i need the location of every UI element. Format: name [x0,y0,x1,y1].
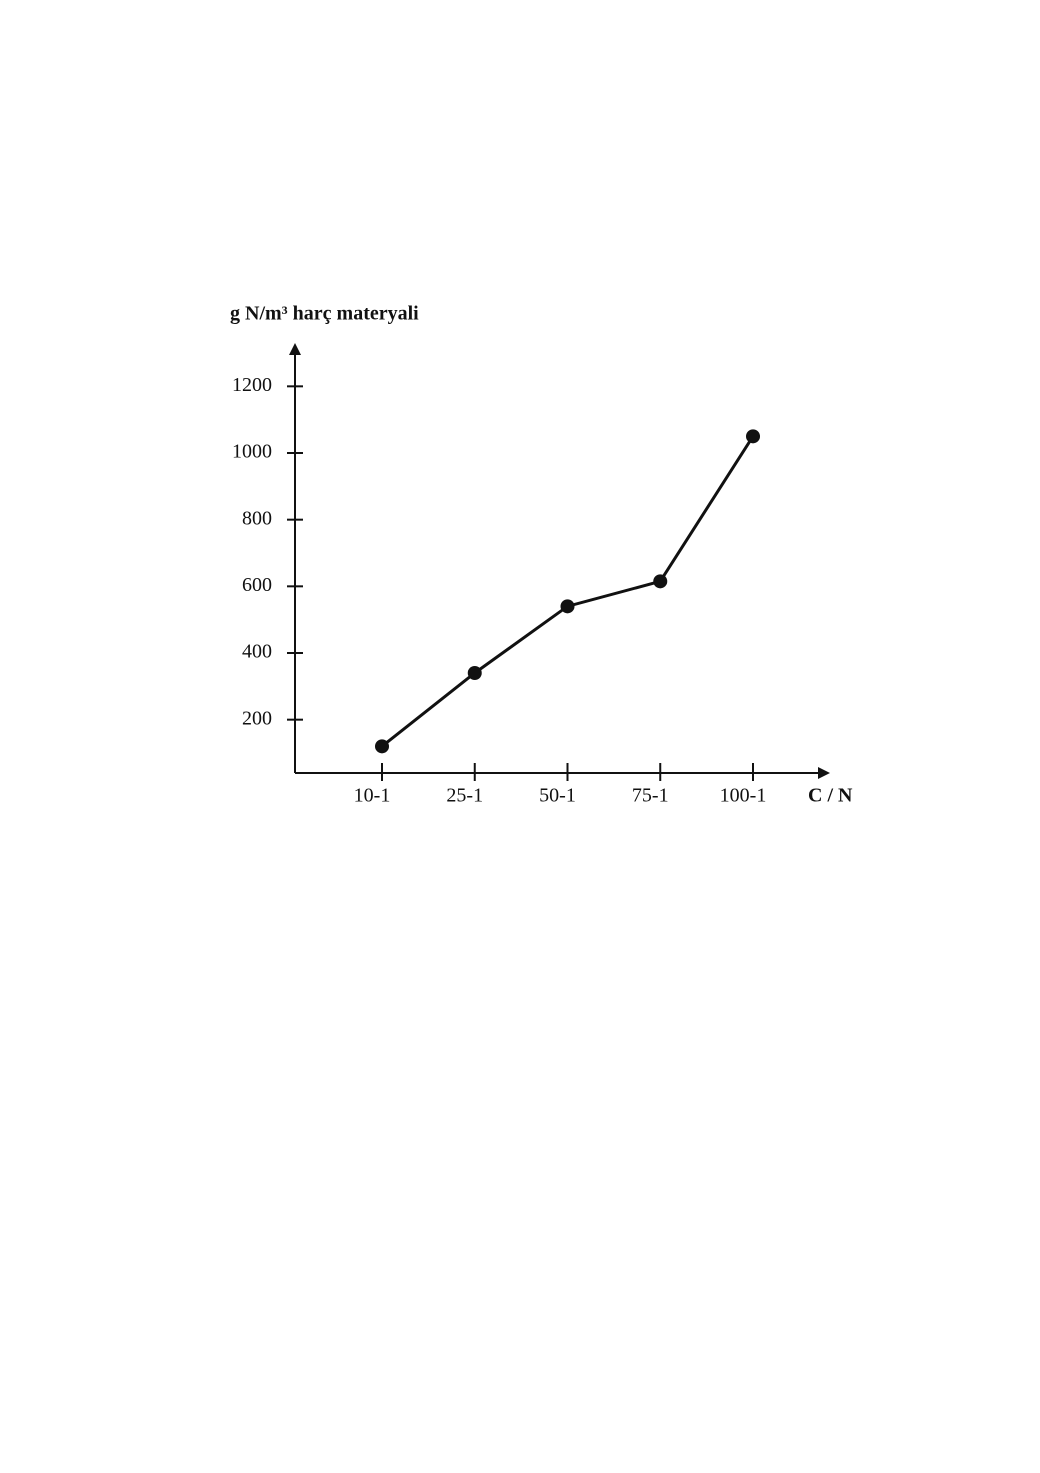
data-point [467,666,482,680]
y-axis-title: g N/m³ harç materyali [230,303,419,325]
data-point [375,739,389,754]
x-tick-label: 50-1 [539,785,576,807]
x-tick-label: 25-1 [446,785,483,807]
y-tick-label: 200 [242,707,272,729]
x-axis-title: C / N [808,785,853,807]
y-tick-label: 600 [242,574,272,596]
y-tick-label: 1200 [232,374,272,396]
y-tick-label: 1000 [232,441,272,463]
x-tick-label: 75-1 [632,785,669,807]
y-tick-label: 400 [242,641,272,663]
x-tick-label: 10-1 [354,785,391,807]
x-tick-label: 100-1 [720,785,767,807]
data-point [653,574,668,589]
y-tick-label: 800 [242,507,272,529]
data-line [381,435,755,748]
data-point [746,429,760,444]
data-point [560,599,575,614]
